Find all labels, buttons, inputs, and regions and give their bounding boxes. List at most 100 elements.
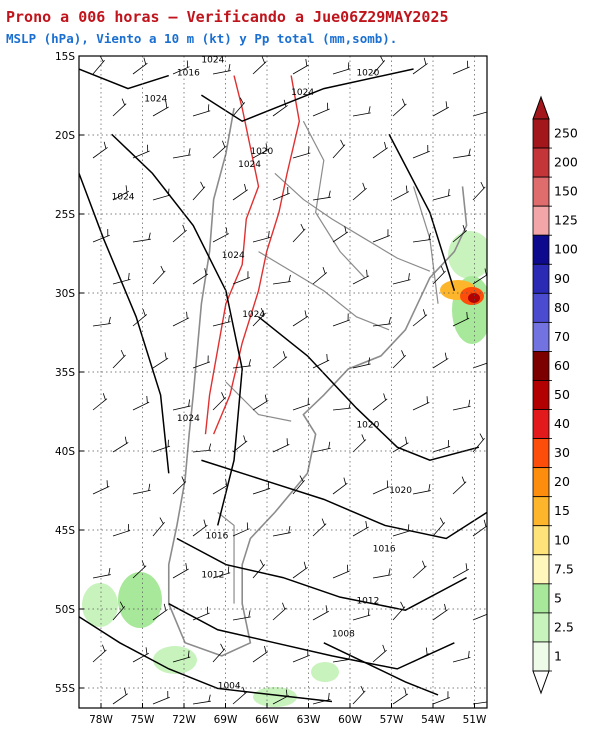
wind-barb [412,145,430,159]
wind-barb [92,141,108,159]
wind-barb [212,392,227,411]
colorbar-label: 15 [554,503,570,518]
wind-barb [152,352,169,369]
isobar-label: 1024 [112,192,135,202]
wind-barb [192,519,208,537]
colorbar-label: 100 [554,242,578,257]
wind-barb [132,560,147,579]
wind-barb [392,185,410,201]
lon-tick-label: 63W [297,714,321,726]
wind-barb [432,352,449,369]
colorbar-swatch [532,554,550,585]
colorbar-swatch [532,147,550,178]
isobar-label: 1020 [356,421,379,431]
wind-barb [332,226,349,243]
wind-barb [292,59,309,75]
colorbar-top-arrow [532,95,550,120]
wind-barb [452,399,471,411]
wind-barb [132,144,150,159]
wind-barb [232,435,248,453]
wind-barb [232,97,246,117]
wind-barb [332,564,350,579]
wind-barb [352,608,371,621]
wind-barb [212,315,231,327]
wind-barb [232,522,250,537]
political-border [225,381,292,422]
wind-barb [372,393,388,411]
wind-barb [352,357,371,369]
lon-tick-label: 57W [380,714,404,726]
wind-barb [172,311,190,327]
colorbar-label: 250 [554,126,578,141]
wind-barb [172,60,190,75]
isobar-label: 1016 [177,69,200,79]
coastline [167,108,468,657]
colorbar-swatch [532,263,550,294]
colorbar-label: 200 [554,155,578,170]
colorbar-label: 80 [554,300,570,315]
wind-barb [132,647,149,663]
wind-barb [112,185,129,201]
map-frame [78,55,488,709]
wind-barb [392,350,407,369]
wind-barb [352,434,367,453]
terrain-contour [204,75,260,435]
isobar-label: 1012 [201,571,224,581]
wind-barb [332,652,351,663]
lon-tick-label: 66W [255,714,279,726]
wind-barb [372,568,391,579]
isobar-label: 1020 [356,69,379,79]
isobar [79,616,333,703]
wind-barb [232,271,250,285]
colorbar-swatch [532,612,550,643]
wind-barb [412,396,430,411]
wind-barb [132,232,151,243]
wind-barb [372,56,386,75]
wind-barb [92,316,111,327]
lon-tick-label: 69W [214,714,238,726]
wind-barb [312,190,331,201]
wind-barb [152,691,170,705]
wind-barb [272,689,290,705]
wind-barb [172,399,191,411]
wind-barb [272,438,290,453]
wind-barb [132,308,148,327]
isobar [200,68,414,123]
wind-barb [432,440,451,453]
wind-barb [452,563,469,579]
lon-tick-label: 51W [463,714,487,726]
wind-barb [252,482,271,495]
wind-barb [292,223,306,243]
wind-barb [152,517,165,537]
wind-barb [472,181,486,201]
wind-barb [352,106,371,117]
wind-barb [152,101,169,117]
wind-barb [392,601,406,621]
wind-barb [212,227,230,243]
lon-tick-label: 75W [131,714,155,726]
wind-barb [412,647,430,663]
wind-barb [452,148,471,159]
political-border [258,251,390,331]
wind-barb [292,475,305,495]
wind-barb [192,268,209,285]
political-border [274,172,431,272]
precip-shading [82,583,118,627]
colorbar-swatch [532,176,550,207]
wind-barb [352,521,369,537]
colorbar-swatch [532,321,550,352]
colorbar-swatch [532,118,550,149]
wind-barb [232,686,247,705]
wind-barb [372,644,387,663]
wind-barb [392,273,411,285]
wind-barb [212,643,226,663]
colorbar: 250 200 150 125 100 90 80 70 60 50 40 30 20 15 10 7.5 5 2… [532,95,578,695]
wind-barb [332,139,346,159]
isobar [168,603,455,670]
wind-barb [112,687,128,705]
colorbar-label: 10 [554,532,570,547]
wind-barb [432,691,450,705]
wind-barb [332,62,351,75]
wind-barb [192,606,210,621]
